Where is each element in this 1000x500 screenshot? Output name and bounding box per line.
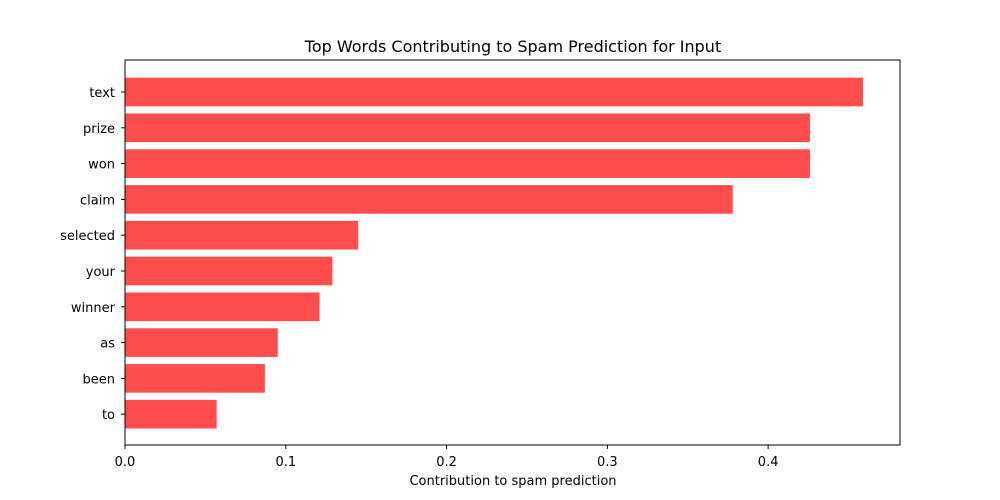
bar-your: [125, 256, 333, 286]
bar-to: [125, 399, 217, 429]
bar-text: [125, 77, 864, 107]
y-tick-label-selected: selected: [60, 229, 115, 244]
bar-as: [125, 328, 278, 357]
x-tick-label-2: 0.2: [436, 455, 457, 470]
y-tick-label-claim: claim: [80, 193, 115, 208]
y-tick-label-as: as: [100, 337, 115, 352]
x-tick-label-1: 0.1: [275, 455, 296, 470]
bar-selected: [125, 220, 359, 250]
x-axis-ticks: 0.0 0.1 0.2 0.3 0.4: [115, 445, 779, 470]
bar-claim: [125, 185, 733, 214]
bar-winner: [125, 292, 320, 322]
bar-prize: [125, 113, 810, 143]
y-tick-label-been: been: [83, 372, 116, 387]
bars-layer: [125, 77, 864, 429]
plot-frame: [124, 59, 901, 446]
y-tick-label-winner: winner: [71, 301, 116, 316]
x-axis-label: Contribution to spam prediction: [409, 474, 616, 489]
x-tick-label-3: 0.3: [597, 455, 618, 470]
y-tick-label-text: text: [89, 86, 115, 101]
bar-been: [125, 364, 265, 393]
y-tick-label-your: your: [86, 265, 116, 280]
bar-won: [125, 149, 810, 178]
y-axis-ticks: text prize won claim selected your winner as bee…: [60, 86, 125, 423]
y-tick-label-won: won: [88, 158, 115, 173]
y-tick-label-to: to: [102, 408, 115, 423]
y-tick-label-prize: prize: [83, 122, 115, 137]
chart-title: Top Words Contributing to Spam Predictio…: [304, 37, 721, 56]
x-tick-label-4: 0.4: [758, 455, 779, 470]
x-tick-label-0: 0.0: [115, 455, 136, 470]
